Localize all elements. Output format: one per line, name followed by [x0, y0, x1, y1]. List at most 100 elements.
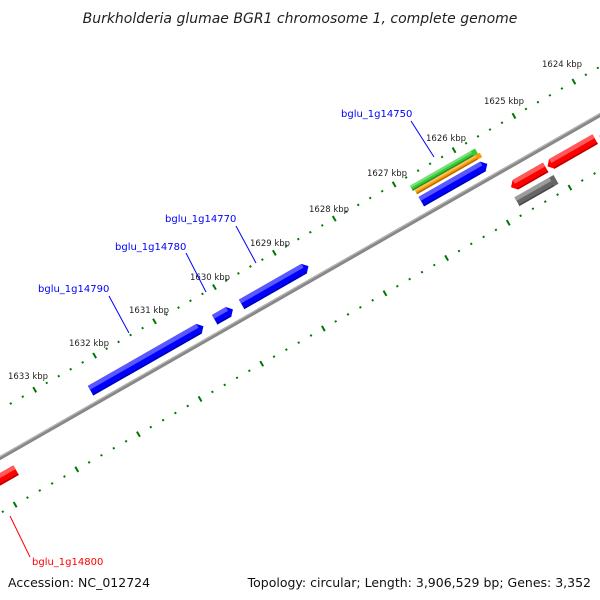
- minor-tick: [248, 369, 251, 373]
- gene-label-bglu-1g14770[interactable]: bglu_1g14770: [165, 214, 236, 225]
- minor-tick: [63, 475, 66, 478]
- minor-tick: [174, 411, 177, 415]
- minor-tick: [1, 510, 5, 514]
- scale-label: 1626 kbp: [426, 134, 466, 144]
- minor-tick: [380, 189, 384, 193]
- major-tick: [451, 147, 457, 154]
- minor-tick: [21, 395, 25, 398]
- leader-line: [410, 120, 435, 158]
- gene-reverse-2[interactable]: [545, 134, 598, 171]
- minor-tick: [500, 121, 504, 125]
- minor-tick: [464, 141, 468, 145]
- minor-tick: [57, 374, 61, 378]
- gene-bglu-1g14790[interactable]: [87, 321, 206, 396]
- scale-label: 1628 kbp: [309, 205, 349, 215]
- minor-tick: [69, 367, 73, 371]
- minor-tick: [548, 93, 552, 97]
- minor-tick: [356, 203, 360, 207]
- minor-tick: [211, 390, 214, 394]
- gene-label-bglu-1g14800[interactable]: bglu_1g14800: [32, 557, 103, 568]
- major-tick: [259, 360, 265, 367]
- minor-tick: [297, 341, 301, 344]
- leader-line: [185, 252, 207, 293]
- scale-ticks-inner: [1, 172, 596, 514]
- minor-tick: [494, 228, 498, 232]
- gene-other-gray[interactable]: [514, 175, 559, 207]
- minor-tick: [105, 347, 108, 351]
- gene-bglu-1g14780[interactable]: [211, 305, 236, 325]
- gene-bglu-1g14770[interactable]: [238, 261, 311, 310]
- minor-tick: [225, 278, 228, 282]
- minor-tick: [416, 169, 420, 173]
- major-tick: [511, 112, 517, 119]
- minor-tick: [117, 340, 120, 344]
- minor-tick: [177, 306, 180, 309]
- minor-tick: [428, 162, 432, 166]
- minor-tick: [235, 376, 239, 380]
- minor-tick: [580, 179, 584, 182]
- minor-tick: [476, 135, 480, 138]
- minor-tick: [344, 210, 348, 214]
- minor-tick: [432, 263, 436, 267]
- minor-tick: [596, 66, 600, 70]
- minor-tick: [560, 87, 564, 90]
- minor-tick: [308, 230, 312, 234]
- scale-ticks-outer: [0, 66, 600, 412]
- major-tick: [152, 318, 157, 325]
- minor-tick: [531, 207, 535, 211]
- minor-tick: [404, 176, 408, 179]
- major-tick: [331, 215, 337, 222]
- scale-label: 1624 kbp: [542, 60, 582, 70]
- scale-label: 1630 kbp: [190, 273, 230, 283]
- major-tick: [271, 249, 277, 256]
- major-tick: [74, 466, 80, 473]
- major-tick: [505, 219, 511, 226]
- genome-summary-text: Topology: circular; Length: 3,906,529 bp…: [247, 575, 591, 590]
- major-tick: [320, 325, 326, 332]
- minor-tick: [536, 100, 540, 104]
- minor-tick: [284, 244, 288, 248]
- minor-tick: [9, 402, 13, 405]
- accession-text: Accession: NC_012724: [8, 575, 150, 590]
- scale-label: 1633 kbp: [8, 372, 48, 382]
- scale-label: 1627 kbp: [367, 169, 407, 179]
- minor-tick: [149, 425, 153, 429]
- gene-bglu-1g14750[interactable]: [418, 159, 490, 207]
- minor-tick: [408, 277, 412, 281]
- minor-tick: [223, 383, 227, 387]
- minor-tick: [189, 299, 192, 303]
- minor-tick: [129, 333, 132, 337]
- major-tick: [382, 290, 388, 297]
- minor-tick: [593, 172, 596, 175]
- minor-tick: [112, 446, 116, 450]
- minor-tick: [469, 242, 473, 246]
- minor-tick: [26, 496, 29, 499]
- leader-line: [9, 515, 31, 558]
- leader-line: [235, 225, 257, 264]
- minor-tick: [261, 258, 264, 262]
- backbone-highlight: [0, 9, 600, 507]
- gene-label-bglu-1g14790[interactable]: bglu_1g14790: [38, 284, 109, 295]
- minor-tick: [371, 298, 375, 302]
- major-tick: [391, 181, 397, 188]
- gene-bglu-1g14800[interactable]: [0, 465, 19, 493]
- minor-tick: [45, 381, 49, 385]
- gene-label-bglu-1g14780[interactable]: bglu_1g14780: [115, 242, 186, 253]
- major-tick: [12, 501, 18, 508]
- gene-label-bglu-1g14750[interactable]: bglu_1g14750: [341, 109, 412, 120]
- minor-tick: [237, 272, 240, 275]
- minor-tick: [584, 73, 588, 77]
- scale-label: 1629 kbp: [250, 239, 290, 249]
- rna-feature-orange[interactable]: [414, 152, 483, 195]
- minor-tick: [346, 313, 350, 316]
- major-tick: [197, 395, 203, 403]
- minor-tick: [165, 313, 168, 316]
- minor-tick: [556, 193, 559, 196]
- gene-reverse-1[interactable]: [508, 162, 549, 192]
- backbone: [0, 9, 600, 510]
- major-tick: [212, 283, 217, 291]
- rna-feature-green[interactable]: [409, 148, 479, 191]
- minor-tick: [87, 460, 91, 464]
- minor-tick: [272, 355, 276, 359]
